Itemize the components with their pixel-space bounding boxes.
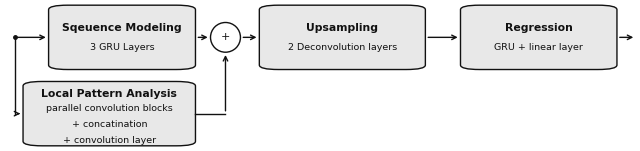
Text: + concatination: + concatination xyxy=(72,120,147,129)
Text: Regression: Regression xyxy=(505,23,573,33)
FancyBboxPatch shape xyxy=(259,5,426,69)
Text: Local Pattern Analysis: Local Pattern Analysis xyxy=(42,89,177,99)
FancyBboxPatch shape xyxy=(49,5,195,69)
Text: 3 GRU Layers: 3 GRU Layers xyxy=(90,43,154,52)
Text: + convolution layer: + convolution layer xyxy=(63,136,156,145)
FancyBboxPatch shape xyxy=(23,82,195,146)
Text: Upsampling: Upsampling xyxy=(307,23,378,33)
Text: 2 Deconvolution layers: 2 Deconvolution layers xyxy=(288,43,397,52)
FancyBboxPatch shape xyxy=(461,5,617,69)
Text: Sqeuence Modeling: Sqeuence Modeling xyxy=(62,23,182,33)
Text: +: + xyxy=(221,32,230,42)
Text: parallel convolution blocks: parallel convolution blocks xyxy=(46,104,173,113)
Text: GRU + linear layer: GRU + linear layer xyxy=(494,43,583,52)
Ellipse shape xyxy=(211,22,241,52)
